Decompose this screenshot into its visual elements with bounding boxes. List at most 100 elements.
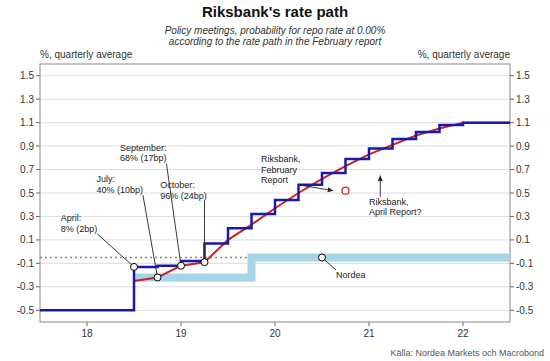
y2-tick-label: -0.5: [516, 305, 534, 316]
subtitle-line: according to the rate path in the Februa…: [169, 36, 383, 47]
grid-line: [40, 263, 510, 264]
y-tick-label: 1.1: [20, 117, 34, 128]
annotation-text-line: 68% (17bp): [120, 153, 167, 163]
y2-tick-label: 0.5: [516, 188, 530, 199]
x-tick: [369, 322, 370, 326]
grid-line: [40, 239, 510, 240]
y2-tick: [510, 75, 514, 76]
y-tick: [36, 216, 40, 217]
y2-tick-label: -0.1: [516, 258, 534, 269]
y-tick-label: -0.3: [17, 281, 35, 292]
y2-tick-label: 0.7: [516, 164, 530, 175]
x-tick: [463, 322, 464, 326]
annotation-text-line: 96% (24bp): [160, 191, 207, 201]
chart: Riksbank's rate path Policy meetings, pro…: [0, 0, 550, 361]
y2-tick: [510, 169, 514, 170]
annotation-markers: [131, 187, 350, 281]
y-tick-label: 0.3: [20, 211, 34, 222]
y-tick-label: 1.5: [20, 70, 34, 81]
y2-tick: [510, 216, 514, 217]
y-tick: [36, 286, 40, 287]
x-tick-label: 22: [457, 328, 469, 339]
annotation-leader: [97, 234, 134, 267]
y2-tick: [510, 193, 514, 194]
y-axis-label: %, quarterly average: [40, 49, 133, 60]
annotation-text-line: Report: [261, 175, 289, 185]
y-tick-label: -0.5: [17, 305, 35, 316]
y-tick-label: 0.7: [20, 164, 34, 175]
y-tick: [36, 310, 40, 311]
y2-tick: [510, 146, 514, 147]
source: Källa: Nordea Markets och Macrobond: [390, 348, 544, 358]
annotation-text: October:96% (24bp): [160, 180, 207, 201]
y-tick: [36, 263, 40, 264]
annotation-text-line: July:: [96, 174, 115, 184]
x-tick: [87, 322, 88, 326]
annotation-marker: [178, 262, 185, 269]
plot-frame: [40, 64, 510, 322]
annotation-text-line: October:: [160, 180, 195, 190]
y-tick-label: 1.3: [20, 94, 34, 105]
y-tick: [36, 99, 40, 100]
y-tick-label: -0.1: [17, 258, 35, 269]
y2-tick: [510, 122, 514, 123]
annotation-text: September:68% (17bp): [120, 143, 167, 164]
y-tick: [36, 75, 40, 76]
annotation-leader: [204, 201, 205, 262]
annotation-text-line: Riksbank,: [369, 197, 409, 207]
annotation-text: Riksbank,FebruaryReport: [261, 154, 301, 185]
grid: [40, 76, 510, 311]
annotation-marker: [131, 263, 138, 270]
annotation-text: April:8% (2bp): [61, 213, 98, 234]
x-tick-label: 19: [175, 328, 187, 339]
grid-line: [40, 286, 510, 287]
annotation-arrow: [300, 185, 333, 190]
y2-tick-label: 0.3: [516, 211, 530, 222]
y-tick: [36, 169, 40, 170]
series-line: [40, 123, 510, 311]
y2-tick: [510, 310, 514, 311]
y-tick: [36, 146, 40, 147]
y2-tick-label: 1.5: [516, 70, 530, 81]
subtitle: Policy meetings, probability for repo ra…: [165, 25, 386, 48]
y2-tick-label: 1.3: [516, 94, 530, 105]
annotation-text-line: Nordea: [336, 270, 366, 280]
annotation-text-line: September:: [120, 143, 167, 153]
annotation-text-line: 8% (2bp): [61, 224, 98, 234]
y-tick-label: 0.1: [20, 234, 34, 245]
y-tick-label: 0.5: [20, 188, 34, 199]
grid-line: [40, 122, 510, 123]
grid-line: [40, 75, 510, 76]
title: Riksbank's rate path: [202, 3, 348, 20]
plot-area: [40, 123, 510, 311]
y-tick: [36, 239, 40, 240]
annotation-text-line: Riksbank,: [261, 154, 301, 164]
annotation-lines: [97, 163, 380, 277]
y-tick: [36, 193, 40, 194]
annotation-marker: [201, 259, 208, 266]
x-tick: [181, 322, 182, 326]
grid-line: [40, 99, 510, 100]
x-tick: [275, 322, 276, 326]
annotation-text: Nordea: [336, 270, 366, 280]
x-tick-label: 20: [269, 328, 281, 339]
annotation-text-line: February: [261, 165, 298, 175]
y-tick-label: 0.9: [20, 141, 34, 152]
annotation-leader: [143, 195, 158, 277]
y2-axis-label: %, quarterly average: [418, 49, 511, 60]
x-tick-label: 21: [363, 328, 375, 339]
y2-tick-label: 1.1: [516, 117, 530, 128]
series-line: [134, 123, 510, 281]
grid-line: [40, 146, 510, 147]
point-marker: [342, 187, 349, 194]
y2-tick: [510, 263, 514, 264]
annotation-marker: [154, 274, 161, 281]
y2-tick: [510, 99, 514, 100]
annotation-marker: [319, 254, 326, 261]
annotation-leader: [166, 163, 181, 265]
annotation-text-line: April:: [61, 213, 82, 223]
y2-tick-label: -0.3: [516, 281, 534, 292]
y2-tick-label: 0.9: [516, 141, 530, 152]
annotation-text: July:40% (10bp): [96, 174, 143, 195]
annotation-text-line: April Report?: [369, 207, 422, 217]
